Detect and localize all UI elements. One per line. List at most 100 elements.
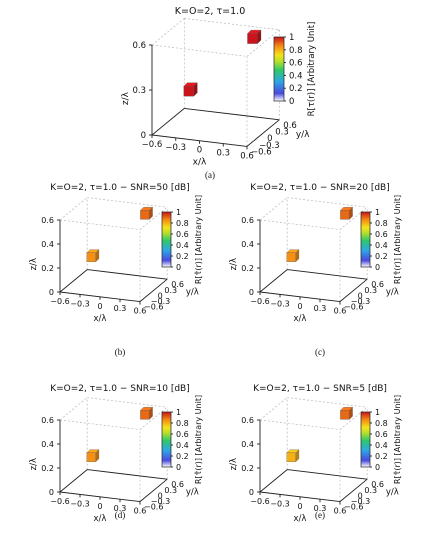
colorbar <box>360 411 371 468</box>
colorbar-tick-label: 0.4 <box>289 71 303 81</box>
x-tick-label: 0.3 <box>114 304 127 313</box>
chart-panel-2: −0.6 −0.3 0 0.3 0.6−0.6−0.300.30.600.20.40.6… <box>29 183 203 357</box>
colorbar-tick-label: 0 <box>176 263 181 272</box>
z-tick-label: 0 <box>49 488 54 497</box>
chart-panel-3: −0.6 −0.3 0 0.3 0.6−0.6−0.300.30.600.20.40.6… <box>229 183 402 357</box>
y-tick-label: 0.6 <box>371 480 384 489</box>
grid-line <box>139 206 168 230</box>
colorbar-tick-label: 0.8 <box>176 219 189 228</box>
grid-line <box>287 397 368 408</box>
colorbar-tick-label: 0.8 <box>375 419 388 428</box>
z-tick-label: 0.4 <box>41 240 54 249</box>
y-tick-label: 0.3 <box>164 486 177 495</box>
colorbar-tick-label: 1 <box>375 408 380 417</box>
x-tick-label: −0.3 <box>270 499 289 508</box>
colorbar-tick-label: 0.2 <box>375 252 388 261</box>
chart-panel-4: −0.6 −0.3 0 0.3 0.6−0.6−0.300.30.600.20.40.6… <box>29 384 203 524</box>
chart-title: K=O=2, τ=1.0 − SNR=20 [dB] <box>250 183 390 193</box>
x-tick-label: 0.3 <box>216 149 230 159</box>
z-tick-label: 0.4 <box>41 440 54 449</box>
colorbar-tick-label: 0.8 <box>176 419 189 428</box>
y-tick-label: 0 <box>358 491 363 500</box>
x-tick-label: −0.6 <box>50 297 69 306</box>
data-point <box>247 33 258 44</box>
grid-line <box>59 419 141 430</box>
colorbar-tick-label: 0.6 <box>289 59 303 69</box>
grid-line <box>259 197 288 221</box>
z-tick-label: 0.2 <box>241 464 254 473</box>
colorbar-tick-label: 1 <box>176 208 181 217</box>
floor-edge <box>259 269 288 293</box>
grid-line <box>287 197 368 208</box>
y-axis-label: y/λ <box>386 288 399 298</box>
data-point <box>340 210 350 220</box>
y-axis-label: y/λ <box>186 288 199 298</box>
y-axis-line <box>139 278 168 302</box>
z-tick-label: 0.6 <box>132 41 146 51</box>
colorbar-tick-label: 0.2 <box>176 252 189 261</box>
z-tick-label: 0.3 <box>132 86 146 96</box>
colorbar-tick-label: 0.6 <box>176 430 189 439</box>
floor-edge <box>287 269 368 280</box>
data-point <box>286 252 296 262</box>
grid-line <box>259 397 288 421</box>
data-point <box>286 452 296 462</box>
z-tick-label: 0.6 <box>41 416 54 425</box>
y-tick-label: 0 <box>267 134 272 144</box>
x-tick-label: −0.6 <box>250 297 269 306</box>
z-tick-label: 0.6 <box>241 416 254 425</box>
x-tick-label: 0.6 <box>134 307 147 316</box>
colorbar-tick-label: 0.6 <box>375 430 388 439</box>
colorbar-tick-label: 0.4 <box>176 241 189 250</box>
x-tick-label: −0.6 <box>250 497 269 506</box>
y-axis-line <box>139 478 168 502</box>
grid-line <box>259 419 341 430</box>
grid-line <box>339 206 368 230</box>
colorbar-tick-label: 0 <box>289 97 294 107</box>
z-tick-label: 0.4 <box>241 240 254 249</box>
y-tick-label: 0.6 <box>283 121 297 131</box>
grid-line <box>151 18 185 46</box>
data-point <box>140 210 150 220</box>
colorbar-tick-label: 0.6 <box>375 230 388 239</box>
z-axis-label: z/λ <box>229 258 239 270</box>
x-tick-label: 0 <box>297 302 302 311</box>
x-tick-label: −0.6 <box>50 497 69 506</box>
x-tick-label: −0.3 <box>70 299 89 308</box>
x-axis-label: x/λ <box>193 158 207 168</box>
y-tick-label: −0.6 <box>144 303 163 312</box>
chart-panel-5: −0.6 −0.3 0 0.3 0.6−0.6−0.300.30.600.20.40.6… <box>229 384 402 524</box>
floor-edge <box>151 108 185 136</box>
colorbar-tick-label: 0.6 <box>176 230 189 239</box>
z-axis-label: z/λ <box>121 91 131 105</box>
y-tick-label: 0.6 <box>171 480 184 489</box>
colorbar-tick-label: 0.2 <box>176 452 189 461</box>
y-tick-label: 0.3 <box>364 286 377 295</box>
y-tick-label: 0.3 <box>364 486 377 495</box>
colorbar-tick-label: 0.8 <box>289 46 303 56</box>
z-tick-label: 0.4 <box>241 440 254 449</box>
floor-edge <box>87 269 168 280</box>
x-tick-label: 0 <box>97 302 102 311</box>
y-tick-label: 0.3 <box>164 286 177 295</box>
y-axis-label: y/λ <box>386 488 399 498</box>
panel-caption: (d) <box>115 510 126 520</box>
chart-panel-1: −0.6 −0.3 0 0.3 0.6−0.6−0.300.30.600.30.6x/λ… <box>121 6 317 180</box>
grid-line <box>339 406 368 430</box>
z-tick-label: 0.2 <box>41 264 54 273</box>
panel-caption: (b) <box>115 347 126 357</box>
grid-line <box>59 219 141 230</box>
colorbar-tick-label: 0.4 <box>375 241 388 250</box>
y-tick-label: 0.6 <box>371 280 384 289</box>
floor-edge <box>87 469 168 480</box>
x-tick-label: 0.6 <box>334 507 347 516</box>
x-axis-label: x/λ <box>294 314 307 324</box>
grid-line <box>59 197 88 221</box>
z-tick-label: 0.2 <box>41 464 54 473</box>
y-tick-label: −0.3 <box>151 497 170 506</box>
colorbar-tick-label: 1 <box>289 33 294 43</box>
y-axis-line <box>246 119 280 147</box>
data-point <box>140 410 150 420</box>
z-tick-label: 0 <box>249 488 254 497</box>
colorbar <box>273 36 285 102</box>
